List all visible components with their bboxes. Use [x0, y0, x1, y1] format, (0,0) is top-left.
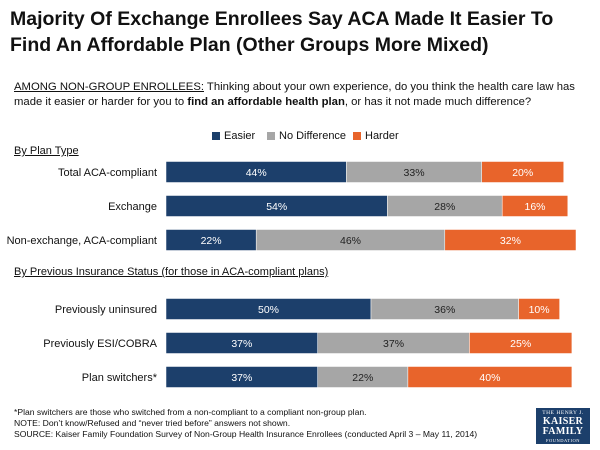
- category-label-non-exchange-aca-compliant: Non-exchange, ACA-compliant: [7, 235, 157, 247]
- logo-line-4: FOUNDATION: [546, 438, 580, 443]
- data-label-previously-uninsured-harder: 10%: [529, 304, 550, 316]
- category-label-plan-switchers: Plan switchers*: [82, 372, 158, 384]
- legend-swatch-easier: [212, 132, 220, 140]
- question-text-before: Thinking about your own experience, do y…: [14, 81, 575, 108]
- legend-label-harder: Harder: [365, 130, 399, 142]
- bar-previously-esi-cobra-harder: [469, 332, 573, 354]
- group-label-plan-type: By Plan Type: [14, 145, 79, 157]
- chart-legend: Easier No Difference Harder: [0, 130, 600, 144]
- question-bold-text: find an affordable health plan: [187, 96, 345, 108]
- logo-line-1: THE HENRY J.: [542, 410, 584, 416]
- legend-item-easier: Easier: [212, 130, 255, 142]
- data-label-previously-esi-cobra-harder: 25%: [510, 338, 531, 350]
- question-text-after: , or has it not made much difference?: [344, 96, 532, 108]
- bar-previously-uninsured-harder: [518, 298, 560, 320]
- bar-plan-switchers-harder: [407, 366, 573, 388]
- data-label-total-aca-compliant-easier: 44%: [246, 167, 267, 179]
- data-label-plan-switchers-easier: 37%: [231, 372, 252, 384]
- bar-exchange-harder: [501, 195, 569, 217]
- stacked-bar-chart: Total ACA-compliant 44% 33% 20% Exchange 54% 2…: [7, 161, 577, 388]
- data-label-plan-switchers-no-difference: 22%: [352, 372, 373, 384]
- footnote-plan-switchers: *Plan switchers are those who switched f…: [14, 407, 367, 417]
- footnotes: *Plan switchers are those who switched f…: [14, 407, 524, 440]
- data-label-non-exchange-aca-compliant-harder: 32%: [500, 235, 521, 247]
- footnote-note: NOTE: Don’t know/Refused and “never trie…: [14, 418, 291, 428]
- data-label-exchange-no-difference: 28%: [434, 201, 455, 213]
- chart-title: Majority Of Exchange Enrollees Say ACA M…: [10, 8, 554, 56]
- data-label-exchange-easier: 54%: [266, 201, 287, 213]
- logo-line-2: KAISER: [542, 416, 584, 427]
- data-label-exchange-harder: 16%: [524, 201, 545, 213]
- data-label-plan-switchers-harder: 40%: [479, 372, 500, 384]
- kff-logo: THE HENRY J. KAISER FAMILY FOUNDATION: [536, 408, 590, 444]
- data-label-non-exchange-aca-compliant-easier: 22%: [201, 235, 222, 247]
- category-label-exchange: Exchange: [108, 201, 157, 213]
- group-label-previous-insurance: By Previous Insurance Status (for those …: [14, 266, 329, 278]
- legend-item-harder: Harder: [353, 130, 399, 142]
- legend-swatch-no-difference: [267, 132, 275, 140]
- category-label-total-aca-compliant: Total ACA-compliant: [58, 167, 157, 179]
- logo-line-3: FAMILY: [542, 426, 584, 437]
- legend-item-no-difference: No Difference: [267, 130, 346, 142]
- category-label-previously-uninsured: Previously uninsured: [55, 304, 157, 316]
- survey-question: AMONG NON-GROUP ENROLLEES: Thinking abou…: [14, 80, 589, 110]
- legend-swatch-harder: [353, 132, 361, 140]
- data-label-previously-esi-cobra-no-difference: 37%: [383, 338, 404, 350]
- legend-label-no-difference: No Difference: [279, 130, 347, 142]
- bar-non-exchange-aca-compliant-harder: [444, 229, 577, 251]
- category-label-previously-esi-cobra: Previously ESI/COBRA: [43, 338, 157, 350]
- data-label-total-aca-compliant-no-difference: 33%: [404, 167, 425, 179]
- footnote-source: SOURCE: Kaiser Family Foundation Survey …: [14, 429, 478, 439]
- data-label-previously-uninsured-easier: 50%: [258, 304, 279, 316]
- question-prefix: AMONG NON-GROUP ENROLLEES:: [14, 81, 204, 93]
- legend-label-easier: Easier: [224, 130, 256, 142]
- data-label-non-exchange-aca-compliant-no-difference: 46%: [340, 235, 361, 247]
- bar-total-aca-compliant-harder: [481, 161, 564, 183]
- data-label-previously-esi-cobra-easier: 37%: [231, 338, 252, 350]
- data-label-total-aca-compliant-harder: 20%: [512, 167, 533, 179]
- data-label-previously-uninsured-no-difference: 36%: [434, 304, 455, 316]
